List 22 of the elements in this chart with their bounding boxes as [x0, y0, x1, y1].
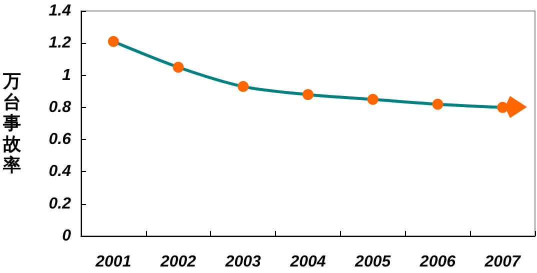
y-tick-label: 0 — [62, 228, 72, 244]
y-tick-label: 0.6 — [48, 131, 72, 148]
x-tick-label: 2003 — [224, 254, 262, 270]
x-tick-label: 2001 — [94, 254, 132, 270]
point — [172, 62, 184, 73]
x-tick-label: 2006 — [418, 254, 456, 270]
y-tick-label: 0.2 — [48, 195, 72, 212]
y-axis-title: 万台事故率 — [2, 71, 22, 176]
x-tick-label: 2002 — [159, 254, 196, 270]
y-tick-label: 0.4 — [48, 163, 72, 180]
y-tick-label: 1.4 — [48, 2, 72, 20]
point — [238, 81, 249, 92]
x-tick-label: 2004 — [289, 254, 326, 270]
y-tick-label: 1 — [62, 66, 72, 84]
point — [302, 89, 314, 100]
point — [367, 94, 378, 105]
x-tick-label: 2005 — [354, 254, 392, 270]
point — [108, 36, 119, 48]
y-tick-label: 1.2 — [48, 34, 72, 52]
x-tick-label: 2007 — [484, 254, 522, 270]
y-tick-label: 0.8 — [48, 98, 72, 116]
point — [432, 98, 444, 110]
